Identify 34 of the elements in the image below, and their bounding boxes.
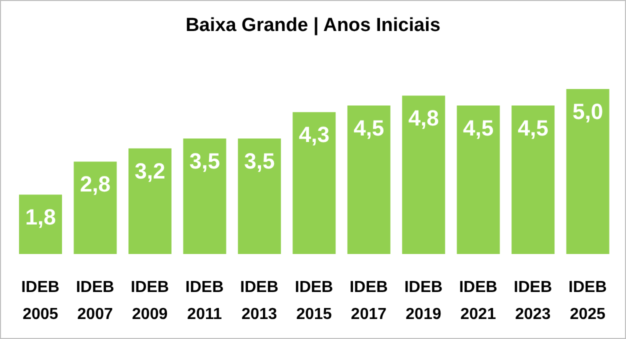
x-tick-label: IDEB 2015 [294, 279, 334, 323]
x-tick-label: IDEB 2011 [185, 279, 224, 323]
bar [128, 148, 172, 254]
bar [19, 194, 62, 254]
data-label: 4,5 [354, 116, 384, 140]
x-tick-label: IDEB 2005 [21, 279, 60, 323]
data-label: 4,5 [518, 116, 548, 140]
x-tick-label: IDEB 2017 [350, 279, 388, 323]
bar [292, 112, 336, 254]
bar [183, 138, 226, 254]
x-tick-label: IDEB 2013 [240, 279, 278, 323]
data-label: 4,3 [298, 122, 330, 148]
x-tick-label: IDEB 2025 [568, 279, 607, 323]
x-tick-label: IDEB 2023 [514, 279, 552, 323]
x-tick-label: IDEB 2007 [76, 279, 114, 323]
x-tick-label: IDEB 2009 [130, 279, 169, 323]
bar [512, 106, 555, 254]
data-label: 4,8 [408, 106, 439, 131]
data-label: 3,5 [189, 148, 220, 174]
data-label: 2,8 [80, 172, 111, 197]
bar [456, 106, 500, 254]
data-label: 1,8 [25, 204, 56, 230]
bar [402, 96, 446, 254]
bar [347, 106, 390, 254]
data-label: 4,5 [463, 116, 494, 140]
bar [566, 89, 610, 254]
x-tick-label: IDEB 2019 [404, 279, 443, 323]
data-label: 3,2 [134, 158, 166, 184]
x-tick-label: IDEB 2021 [459, 279, 498, 323]
data-label: 5,0 [572, 99, 604, 124]
bar [238, 138, 281, 254]
data-label: 3,5 [244, 148, 275, 174]
chart-title: Baixa Grande | Anos Iniciais [184, 15, 442, 37]
bar [74, 162, 117, 254]
